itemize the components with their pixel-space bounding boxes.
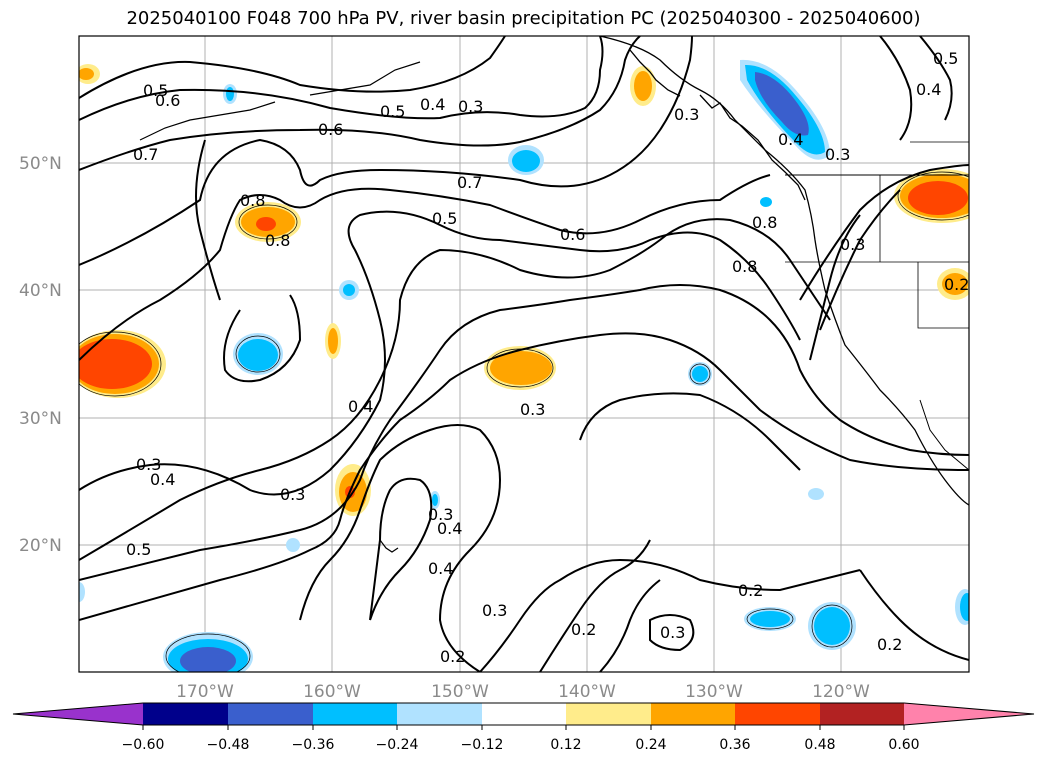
contour-label: 0.4 bbox=[348, 397, 373, 416]
contour-label: 0.3 bbox=[674, 105, 699, 124]
colorbar-segment bbox=[482, 703, 566, 725]
contour-label: 0.6 bbox=[560, 225, 585, 244]
contour-label: 0.3 bbox=[520, 400, 545, 419]
lat-label: 20°N bbox=[19, 536, 62, 556]
contour-label: 0.4 bbox=[778, 130, 803, 149]
contour-label: 0.4 bbox=[437, 519, 462, 538]
lat-label: 40°N bbox=[19, 281, 62, 301]
contour-label: 0.7 bbox=[133, 145, 158, 164]
colorbar-tick-label: 0.12 bbox=[550, 737, 581, 753]
contour-label: 0.2 bbox=[571, 620, 596, 639]
contour-label: 0.4 bbox=[150, 470, 175, 489]
colorbar-tick-label: −0.36 bbox=[292, 737, 335, 753]
contour-label: 0.8 bbox=[265, 231, 290, 250]
contour-label: 0.3 bbox=[825, 145, 850, 164]
contour-label: 0.3 bbox=[428, 505, 453, 524]
colorbar-tick-label: −0.24 bbox=[376, 737, 419, 753]
contour-label: 0.7 bbox=[457, 173, 482, 192]
contour-label: 0.2 bbox=[944, 275, 969, 294]
patch-negative bbox=[760, 197, 772, 207]
colorbar-tick-label: 0.60 bbox=[888, 737, 919, 753]
colorbar-segment bbox=[566, 703, 651, 725]
contour-label: 0.5 bbox=[380, 102, 405, 121]
negative-anomaly-patches bbox=[79, 59, 969, 672]
lon-label: 130°W bbox=[685, 682, 743, 702]
contour-label: 0.5 bbox=[432, 209, 457, 228]
colorbar-tick-label: −0.12 bbox=[461, 737, 504, 753]
colorbar-segment bbox=[228, 703, 313, 725]
contour-label: 0.8 bbox=[752, 213, 777, 232]
chart-title: 2025040100 F048 700 hPa PV, river basin … bbox=[126, 8, 921, 29]
colorbar-segment bbox=[313, 703, 397, 725]
lon-label: 150°W bbox=[431, 682, 489, 702]
lat-label: 50°N bbox=[19, 154, 62, 174]
contour-label: 0.3 bbox=[280, 485, 305, 504]
lon-label: 140°W bbox=[558, 682, 616, 702]
contour-labels: 0.5 0.6 0.7 0.5 0.4 0.3 0.6 0.7 0.8 0.8 … bbox=[126, 49, 969, 666]
lon-label: 170°W bbox=[176, 682, 234, 702]
map-content: 0.5 0.6 0.7 0.5 0.4 0.3 0.6 0.7 0.8 0.8 … bbox=[79, 36, 969, 672]
contour-label: 0.3 bbox=[136, 455, 161, 474]
colorbar-segment bbox=[651, 703, 735, 725]
colorbar-segment bbox=[143, 703, 228, 725]
colorbar-segment bbox=[820, 703, 904, 725]
patch-outlines bbox=[79, 171, 969, 672]
lon-label: 120°W bbox=[812, 682, 870, 702]
contour-label: 0.5 bbox=[933, 49, 958, 68]
colorbar-tick-label: −0.48 bbox=[207, 737, 250, 753]
contour-label: 0.3 bbox=[458, 97, 483, 116]
colorbar-tick-label: 0.24 bbox=[635, 737, 666, 753]
colorbar-tick-label: 0.36 bbox=[719, 737, 750, 753]
pv-contours bbox=[79, 36, 969, 672]
patch-negative bbox=[79, 582, 85, 602]
patch-negative bbox=[286, 538, 300, 552]
contour-label: 0.3 bbox=[840, 235, 865, 254]
patch-negative bbox=[808, 488, 824, 500]
latitude-labels: 50°N 40°N 30°N 20°N bbox=[19, 154, 62, 556]
contour-label: 0.5 bbox=[143, 81, 168, 100]
colorbar-tick-label: 0.48 bbox=[804, 737, 835, 753]
contour-label: 0.4 bbox=[916, 80, 941, 99]
lon-label: 160°W bbox=[303, 682, 361, 702]
contour-label: 0.2 bbox=[738, 581, 763, 600]
contour-label: 0.3 bbox=[660, 623, 685, 642]
contour-label: 0.2 bbox=[440, 647, 465, 666]
lat-label: 30°N bbox=[19, 409, 62, 429]
longitude-labels: 170°W 160°W 150°W 140°W 130°W 120°W bbox=[176, 682, 870, 702]
contour-label: 0.4 bbox=[428, 559, 453, 578]
colorbar-tick-label: −0.60 bbox=[122, 737, 165, 753]
contour-label: 0.6 bbox=[155, 91, 180, 110]
contour-label: 0.8 bbox=[240, 191, 265, 210]
contour-label: 0.5 bbox=[126, 540, 151, 559]
colorbar-extend-high bbox=[904, 703, 1034, 725]
contour-label: 0.3 bbox=[482, 601, 507, 620]
contour-label: 0.2 bbox=[877, 635, 902, 654]
map-frame bbox=[78, 35, 970, 673]
colorbar-segment bbox=[735, 703, 820, 725]
coastline bbox=[139, 36, 969, 553]
contour-label: 0.4 bbox=[420, 95, 445, 114]
colorbar-segment bbox=[397, 703, 482, 725]
contour-label: 0.6 bbox=[318, 120, 343, 139]
colorbar: −0.60 −0.48 −0.36 −0.24 −0.12 0.12 0.24 … bbox=[12, 702, 1035, 753]
colorbar-extend-low bbox=[13, 703, 143, 725]
contour-label: 0.8 bbox=[732, 257, 757, 276]
